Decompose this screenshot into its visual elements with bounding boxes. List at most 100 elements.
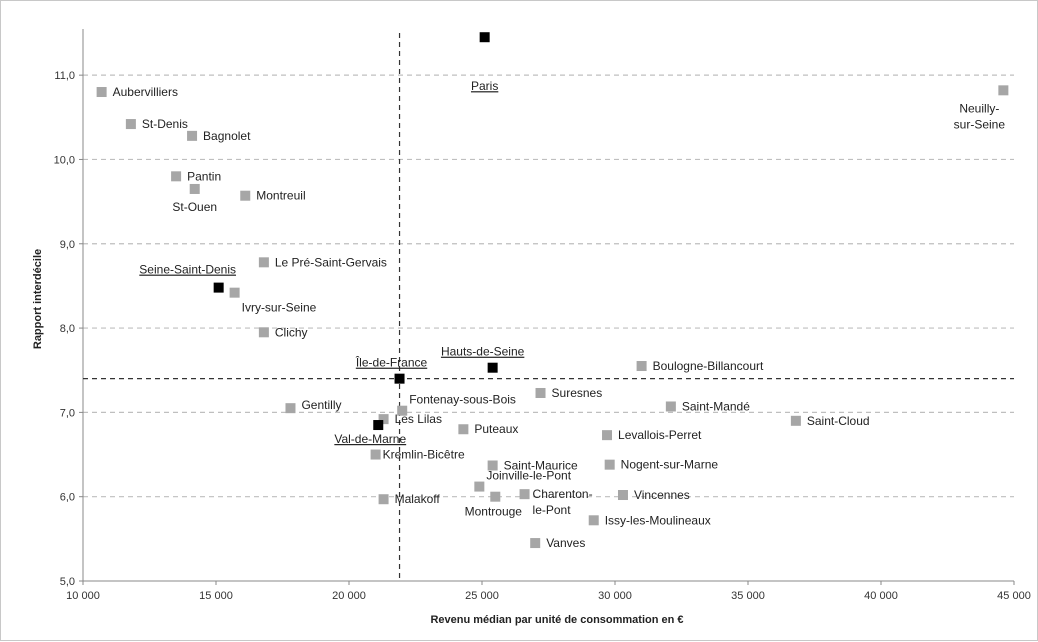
point-label: Nogent-sur-Marne [621, 458, 719, 472]
point-label-line: Pantin [187, 169, 221, 183]
point-label: Clichy [275, 325, 308, 339]
point-label: Puteaux [474, 422, 518, 436]
commune-marker [604, 459, 615, 470]
point-label-line: St-Ouen [172, 200, 217, 214]
commune-marker [370, 449, 381, 460]
y-tick-label: 6,0 [60, 492, 75, 504]
y-tick-label: 7,0 [60, 407, 75, 419]
aggregate-label: Seine-Saint-Denis [139, 263, 236, 277]
point-label-line: Vanves [546, 536, 585, 550]
point-label-line: Suresnes [552, 386, 603, 400]
x-tick-label: 40 000 [864, 590, 898, 602]
point-label: Ivry-sur-Seine [242, 301, 317, 315]
x-tick-label: 25 000 [465, 590, 499, 602]
commune-marker [96, 87, 107, 98]
x-tick-label: 15 000 [199, 590, 233, 602]
point-label: Montrouge [465, 505, 523, 519]
point-label-line: le-Pont [533, 503, 572, 517]
point-label-line: Paris [471, 79, 498, 93]
point-label-line: Les Lilas [395, 412, 442, 426]
aggregate-label: Paris [471, 79, 498, 93]
point-label: Le Pré-Saint-Gervais [275, 255, 387, 269]
point-label: Montreuil [256, 189, 305, 203]
point-label-line: Saint-Maurice [504, 458, 578, 472]
point-label: Les Lilas [395, 412, 442, 426]
commune-marker [378, 494, 389, 505]
y-axis-title: Rapport interdécile [32, 249, 44, 349]
aggregate-label: Hauts-de-Seine [441, 345, 525, 359]
commune-marker [458, 424, 469, 435]
point-label: Boulogne-Billancourt [653, 359, 764, 373]
x-axis-title: Revenu médian par unité de consommation … [430, 614, 683, 626]
y-tick-label: 10,0 [54, 154, 75, 166]
commune-marker [588, 515, 599, 526]
commune-marker [397, 405, 408, 416]
commune-marker [530, 538, 541, 549]
commune-marker [378, 414, 389, 425]
point-label-line: sur-Seine [954, 117, 1006, 131]
point-label: Pantin [187, 169, 221, 183]
aggregate-label: Val-de-Marne [334, 432, 406, 446]
axes-layer: 5,0 6,0 7,0 8,0 9,0 10,0 11,0 10 000 15 000 20 00… [54, 29, 1031, 602]
point-label-line: Gentilly [301, 398, 341, 412]
commune-marker [125, 119, 136, 130]
commune-marker [285, 403, 296, 414]
point-label-line: Montreuil [256, 189, 305, 203]
point-label-line: Val-de-Marne [334, 432, 406, 446]
point-label: Gentilly [301, 398, 341, 412]
point-label-line: Levallois-Perret [618, 428, 702, 442]
y-tick-label: 5,0 [60, 576, 75, 588]
x-tick-label: 10 000 [66, 590, 100, 602]
aggregate-marker [213, 282, 224, 293]
point-label-line: Neuilly- [959, 101, 999, 115]
commune-marker [487, 460, 498, 471]
point-label-line: Saint-Cloud [807, 414, 870, 428]
point-label: Neuilly-sur-Seine [954, 101, 1006, 131]
point-label: Issy-les-Moulineaux [605, 513, 711, 527]
aggregate-label: Île-de-France [355, 355, 428, 370]
point-label: Saint-Cloud [807, 414, 870, 428]
point-label-line: Bagnolet [203, 129, 251, 143]
y-tick-label: 9,0 [60, 239, 75, 251]
point-label: Vincennes [634, 488, 690, 502]
point-label-line: Seine-Saint-Denis [139, 263, 236, 277]
commune-marker [602, 430, 613, 441]
point-label: Suresnes [552, 386, 603, 400]
point-label-line: Joinville-le-Pont [486, 469, 571, 483]
point-label-line: Ivry-sur-Seine [242, 301, 317, 315]
commune-marker [535, 387, 546, 398]
point-label: Aubervilliers [113, 85, 178, 99]
commune-marker [474, 481, 485, 492]
point-label-line: Île-de-France [355, 355, 428, 370]
x-tick-label: 30 000 [598, 590, 632, 602]
commune-marker [187, 130, 198, 141]
point-label-line: Issy-les-Moulineaux [605, 513, 711, 527]
point-label-line: Aubervilliers [113, 85, 178, 99]
point-label: St-Denis [142, 117, 188, 131]
commune-marker [617, 490, 628, 501]
point-label-line: Montrouge [465, 505, 523, 519]
point-label-line: Puteaux [474, 422, 518, 436]
commune-marker [171, 171, 182, 182]
point-label: Vanves [546, 536, 585, 550]
aggregate-marker [373, 420, 384, 431]
point-label: Kremlin-Bicêtre [383, 448, 465, 462]
point-label-line: Nogent-sur-Marne [621, 458, 719, 472]
reference-lines-layer [83, 33, 1014, 581]
point-label-line: Hauts-de-Seine [441, 345, 525, 359]
x-tick-label: 20 000 [332, 590, 366, 602]
commune-marker [665, 401, 676, 412]
commune-marker [189, 183, 200, 194]
commune-marker [258, 327, 269, 338]
grid-layer [83, 74, 1014, 498]
point-label-line: Charenton- [533, 487, 593, 501]
labels-layer: Aubervilliers St-Denis Bagnolet Pantin St-Ou… [113, 79, 1006, 550]
point-label: Charenton-le-Pont [533, 487, 593, 517]
point-label-line: Clichy [275, 325, 308, 339]
point-label-line: Kremlin-Bicêtre [383, 448, 465, 462]
point-label: Levallois-Perret [618, 428, 702, 442]
point-label: Joinville-le-Pont [486, 469, 571, 483]
point-label-line: Saint-Mandé [682, 399, 750, 413]
commune-marker [490, 491, 501, 502]
